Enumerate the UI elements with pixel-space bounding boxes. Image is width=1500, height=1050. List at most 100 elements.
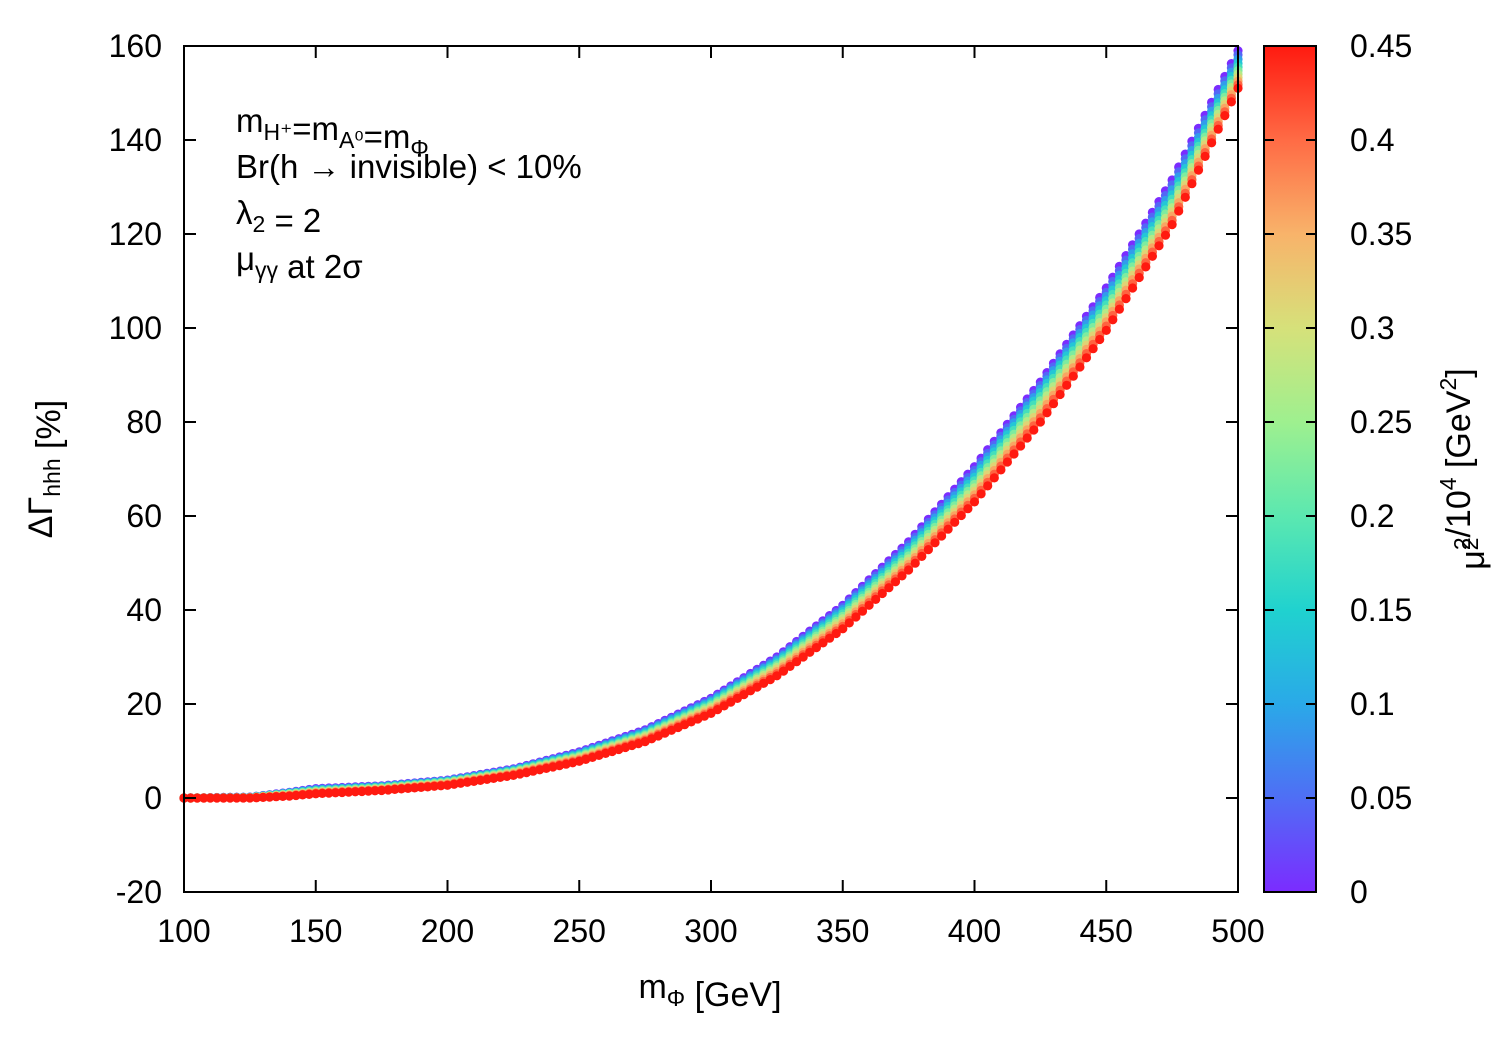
y-axis-label: ΔΓhhh [%] bbox=[22, 400, 68, 538]
data-point bbox=[271, 792, 281, 802]
y-tick-label: 80 bbox=[126, 404, 162, 440]
data-point bbox=[199, 793, 209, 803]
y-tick-label: 120 bbox=[109, 216, 162, 252]
data-point bbox=[897, 571, 907, 581]
x-tick-label: 350 bbox=[816, 913, 869, 949]
data-point bbox=[937, 531, 947, 541]
data-point bbox=[825, 633, 835, 643]
colorbar-tick-label: 0.05 bbox=[1350, 780, 1412, 816]
data-point bbox=[1022, 433, 1032, 443]
x-tick-label: 400 bbox=[948, 913, 1001, 949]
data-point bbox=[1029, 425, 1039, 435]
data-point bbox=[1160, 230, 1171, 240]
data-point bbox=[792, 657, 802, 667]
x-axis-label: mΦ [GeV] bbox=[638, 968, 781, 1014]
data-point bbox=[1193, 165, 1204, 175]
x-axis: 100 150 200 250 300 350 400 450 500 bbox=[157, 46, 1265, 949]
data-point bbox=[357, 786, 367, 797]
colorbar-label: μ22/104 [GeV2] bbox=[1435, 368, 1492, 569]
data-point bbox=[969, 497, 980, 507]
data-point bbox=[1081, 353, 1092, 363]
data-point bbox=[1174, 206, 1184, 216]
data-point bbox=[838, 624, 848, 634]
data-point bbox=[232, 793, 242, 803]
data-point bbox=[1042, 408, 1052, 418]
data-point bbox=[983, 481, 993, 491]
data-point bbox=[396, 784, 406, 794]
data-point bbox=[844, 618, 854, 628]
x-tick-label: 200 bbox=[421, 913, 474, 949]
data-point bbox=[884, 583, 894, 593]
annotation-line: λ2 = 2 bbox=[236, 194, 321, 239]
data-point bbox=[818, 638, 828, 648]
axis-labels: mΦ [GeV] ΔΓhhh [%] μ22/104 [GeV2] bbox=[22, 368, 1492, 1014]
data-point bbox=[1016, 441, 1026, 451]
data-point bbox=[805, 647, 815, 657]
data-point bbox=[218, 793, 229, 803]
data-point bbox=[956, 510, 966, 521]
data-point bbox=[1009, 449, 1019, 459]
data-point bbox=[1101, 325, 1111, 335]
data-point bbox=[798, 652, 808, 662]
data-point bbox=[1167, 220, 1177, 230]
data-point bbox=[317, 788, 327, 799]
data-point bbox=[1226, 97, 1236, 107]
colorbar-tick-label: 0.35 bbox=[1350, 216, 1412, 252]
data-point bbox=[205, 793, 215, 803]
data-point bbox=[890, 577, 901, 587]
data-point bbox=[298, 790, 308, 800]
data-point bbox=[864, 600, 874, 610]
data-point bbox=[311, 789, 321, 799]
x-tick-label: 150 bbox=[289, 913, 342, 949]
data-point bbox=[831, 628, 841, 639]
data-point bbox=[950, 517, 960, 527]
data-point bbox=[265, 792, 275, 802]
data-point bbox=[245, 793, 255, 803]
data-point bbox=[258, 792, 268, 803]
data-point bbox=[304, 789, 314, 800]
data-point bbox=[1134, 272, 1144, 283]
data-point bbox=[278, 791, 288, 802]
data-point bbox=[1128, 283, 1138, 293]
data-point bbox=[1108, 315, 1118, 325]
y-tick-label: 60 bbox=[126, 498, 162, 534]
colorbar-tick-label: 0.25 bbox=[1350, 404, 1412, 440]
data-point bbox=[1062, 380, 1072, 390]
x-tick-label: 300 bbox=[684, 913, 737, 949]
data-point bbox=[1147, 251, 1157, 261]
y-tick-label: 40 bbox=[126, 592, 162, 628]
data-point bbox=[429, 781, 439, 791]
annotation-line: Br(h → invisible) < 10% bbox=[236, 148, 582, 185]
data-point bbox=[857, 606, 868, 616]
data-point bbox=[350, 787, 360, 797]
data-point bbox=[963, 504, 973, 514]
x-tick-label: 250 bbox=[553, 913, 606, 949]
data-point bbox=[291, 790, 301, 801]
data-point bbox=[904, 565, 914, 575]
data-point bbox=[212, 793, 222, 803]
data-point bbox=[377, 785, 387, 796]
x-tick-label: 100 bbox=[157, 913, 210, 949]
data-point bbox=[436, 781, 446, 791]
x-tick-label: 450 bbox=[1080, 913, 1133, 949]
annotation-line: mH⁺=mA⁰=mΦ bbox=[236, 102, 429, 161]
annotation-line: μγγ at 2σ bbox=[236, 240, 363, 285]
data-point bbox=[1095, 334, 1105, 345]
data-point bbox=[1187, 179, 1197, 189]
colorbar-tick-label: 0 bbox=[1350, 874, 1368, 910]
data-point bbox=[330, 788, 341, 798]
data-point bbox=[772, 671, 782, 681]
data-point bbox=[996, 465, 1006, 475]
colorbar: 0 0.05 0.1 0.15 0.2 0.25 0.3 0.35 0.4 0.45 bbox=[1263, 28, 1412, 910]
x-tick-label: 500 bbox=[1211, 913, 1264, 949]
data-point bbox=[251, 793, 262, 803]
colorbar-gradient bbox=[1263, 45, 1317, 893]
data-point bbox=[1068, 371, 1078, 381]
data-point bbox=[1141, 262, 1151, 272]
data-point bbox=[1207, 138, 1217, 148]
data-point bbox=[923, 545, 934, 555]
data-point bbox=[1200, 151, 1210, 161]
data-point bbox=[910, 558, 920, 568]
data-point bbox=[930, 538, 940, 548]
